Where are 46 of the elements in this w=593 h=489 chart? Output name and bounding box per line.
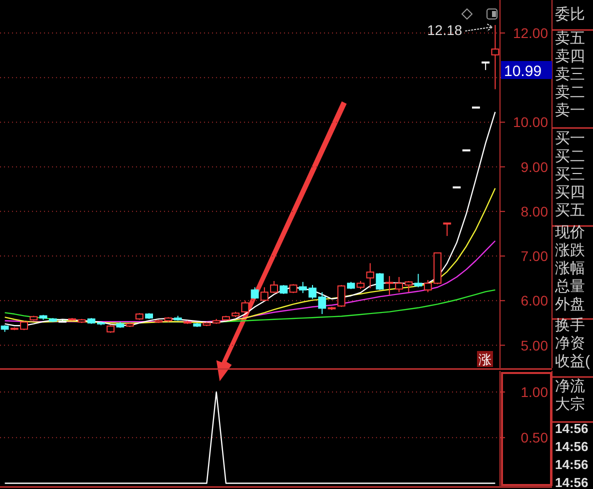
text: 卖一 bbox=[555, 102, 585, 119]
badge: 涨 bbox=[477, 351, 493, 367]
line-series bbox=[4, 111, 496, 326]
text: 涨幅 bbox=[555, 260, 585, 277]
candlestick bbox=[443, 222, 452, 236]
text: 买一 bbox=[555, 130, 585, 147]
text: 14:56 bbox=[555, 439, 588, 454]
y-tick-label: 6.00 bbox=[520, 292, 548, 309]
annotation: 12.18 bbox=[427, 22, 462, 38]
text: 买三 bbox=[555, 166, 585, 183]
y-tick-label: 8.00 bbox=[520, 203, 548, 220]
y-tick-label: 5.00 bbox=[520, 337, 548, 354]
text: 14:56 bbox=[555, 475, 588, 489]
candlestick bbox=[366, 262, 374, 289]
text: 卖三 bbox=[555, 66, 585, 83]
text: 委比 bbox=[555, 6, 585, 23]
y-tick-label: 1.00 bbox=[520, 384, 548, 400]
text: 买四 bbox=[555, 184, 585, 201]
text: 卖二 bbox=[555, 84, 585, 101]
text: 10.99 bbox=[504, 63, 542, 80]
text: 14:56 bbox=[555, 457, 588, 472]
y-tick-label: 10.00 bbox=[512, 114, 548, 130]
line-series bbox=[4, 188, 496, 324]
candlestick bbox=[337, 284, 346, 308]
text: 收益( bbox=[555, 353, 590, 370]
text: 大宗 bbox=[555, 396, 585, 413]
y-tick-label: 0.50 bbox=[520, 430, 548, 446]
candlestick bbox=[241, 300, 250, 314]
text: 换手 bbox=[555, 317, 585, 334]
y-tick-label: 9.00 bbox=[520, 158, 548, 175]
candlestick bbox=[250, 286, 259, 300]
text: 14:56 bbox=[555, 421, 588, 436]
y-tick-label: 12.00 bbox=[512, 25, 548, 42]
y-tick-label: 7.00 bbox=[520, 248, 548, 264]
text: 总量 bbox=[554, 278, 585, 295]
text: 买五 bbox=[555, 202, 585, 219]
text: 涨跌 bbox=[555, 242, 585, 259]
text: 净资 bbox=[555, 335, 585, 352]
text: 买二 bbox=[555, 148, 585, 165]
text: 净流 bbox=[555, 378, 585, 395]
text: 外盘 bbox=[555, 296, 585, 313]
text: 现价 bbox=[555, 224, 585, 241]
text: 卖五 bbox=[555, 30, 585, 47]
candlestick bbox=[414, 273, 422, 288]
text: 卖四 bbox=[555, 48, 585, 65]
candlestick bbox=[376, 272, 384, 290]
